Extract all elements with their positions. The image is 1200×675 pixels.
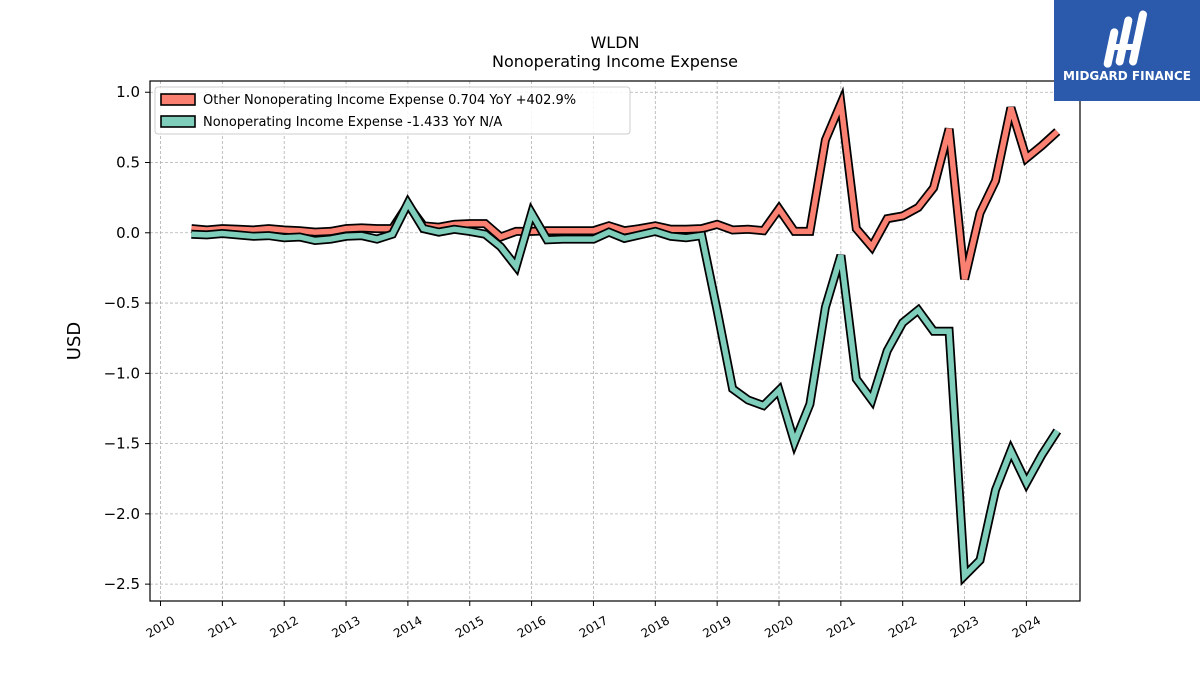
- x-axis-ticks: 2010 2011 2012 2013 2014 2015 2016 2017 2018 2019…: [144, 601, 1043, 641]
- logo-text: MIDGARD FINANCE: [1063, 69, 1191, 83]
- legend-box: [154, 86, 631, 135]
- series-outline-nonoperating: [191, 194, 1062, 586]
- x-tick-label: 2022: [886, 613, 919, 640]
- x-tick-label: 2017: [577, 613, 610, 640]
- x-tick-label: 2015: [453, 613, 486, 640]
- plot-frame: [149, 80, 1081, 602]
- y-tick-label: 0.0: [116, 224, 140, 242]
- x-tick-label: 2016: [515, 613, 548, 640]
- legend-swatch-nonoperating: [160, 115, 196, 128]
- x-tick-label: 2013: [329, 613, 362, 640]
- x-tick-label: 2014: [391, 613, 424, 640]
- y-axis-label: USD: [64, 322, 85, 360]
- series-line-other-nonoperating: [191, 92, 1060, 280]
- grid-lines: [150, 81, 1080, 601]
- y-tick-label: −2.5: [104, 575, 140, 593]
- legend-swatch-other-nonoperating: [160, 93, 196, 106]
- y-tick-label: −2.0: [104, 505, 140, 523]
- y-tick-label: −1.0: [104, 364, 140, 382]
- y-axis-ticks: 1.0 0.5 0.0 −0.5 −1.0 −1.5 −2.0 −2.5: [104, 83, 150, 593]
- x-tick-label: 2020: [762, 613, 795, 640]
- x-tick-label: 2010: [144, 613, 177, 640]
- x-tick-label: 2011: [206, 613, 239, 640]
- y-tick-label: −1.5: [104, 435, 140, 453]
- midgard-finance-logo: MIDGARD FINANCE: [1054, 0, 1200, 101]
- legend-label-nonoperating: Nonoperating Income Expense -1.433 YoY N…: [203, 115, 502, 130]
- x-tick-label: 2021: [824, 613, 857, 640]
- logo-mark-icon: [1103, 10, 1147, 68]
- x-tick-label: 2023: [948, 613, 981, 640]
- legend: Other Nonoperating Income Expense 0.704 …: [154, 86, 631, 135]
- legend-label-other-nonoperating: Other Nonoperating Income Expense 0.704 …: [203, 93, 576, 108]
- y-tick-label: −0.5: [104, 294, 140, 312]
- logo-background: [1054, 0, 1200, 101]
- x-tick-label: 2012: [267, 613, 300, 640]
- chart-title: WLDN: [590, 33, 639, 52]
- x-tick-label: 2018: [639, 613, 672, 640]
- x-tick-label: 2024: [1010, 613, 1043, 640]
- x-tick-label: 2019: [700, 613, 733, 640]
- y-tick-label: 1.0: [116, 83, 140, 101]
- y-tick-label: 0.5: [116, 154, 140, 172]
- chart-subtitle: Nonoperating Income Expense: [492, 52, 738, 71]
- series-line-nonoperating: [191, 197, 1060, 582]
- series-lines: [190, 86, 1062, 586]
